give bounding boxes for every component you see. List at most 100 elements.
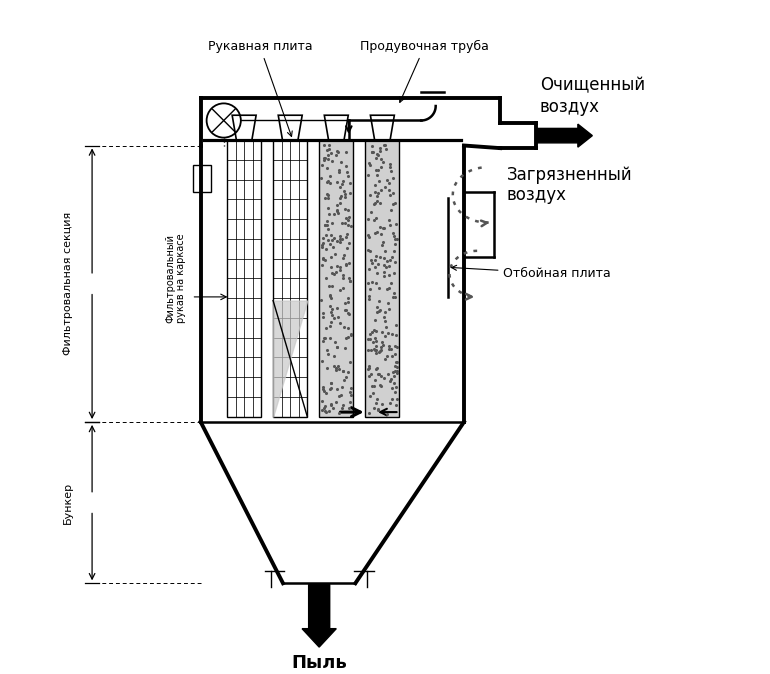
- Point: [342, 297, 354, 307]
- Point: [334, 317, 346, 328]
- Point: [316, 160, 328, 171]
- Point: [362, 344, 374, 355]
- Point: [369, 197, 381, 208]
- Point: [321, 220, 333, 231]
- Point: [333, 164, 346, 175]
- Point: [323, 290, 336, 301]
- Point: [330, 302, 343, 313]
- Point: [389, 361, 401, 371]
- Point: [380, 284, 393, 295]
- Point: [389, 386, 401, 397]
- Point: [364, 283, 377, 294]
- Point: [336, 270, 349, 281]
- Point: [377, 339, 390, 350]
- Point: [340, 332, 352, 343]
- Point: [333, 237, 346, 247]
- Point: [321, 348, 333, 359]
- Point: [334, 181, 346, 192]
- Point: [380, 181, 392, 192]
- Point: [320, 230, 332, 241]
- Point: [330, 236, 343, 247]
- Point: [388, 197, 400, 208]
- Point: [323, 235, 335, 245]
- Point: [333, 230, 346, 241]
- Point: [327, 269, 340, 280]
- Point: [340, 232, 353, 243]
- Point: [344, 221, 357, 232]
- Point: [367, 199, 380, 210]
- Point: [380, 351, 393, 362]
- Point: [342, 308, 354, 319]
- Point: [324, 293, 336, 303]
- Point: [370, 268, 383, 278]
- Point: [390, 330, 402, 340]
- Point: [330, 342, 343, 353]
- Point: [378, 372, 390, 383]
- Point: [369, 314, 381, 325]
- Point: [331, 341, 343, 352]
- Point: [370, 348, 382, 359]
- Point: [328, 208, 340, 219]
- Point: [334, 390, 346, 401]
- Point: [388, 268, 400, 278]
- Point: [380, 262, 392, 273]
- Point: [326, 403, 339, 414]
- Point: [320, 272, 333, 283]
- Point: [325, 377, 337, 388]
- Point: [370, 340, 382, 351]
- Point: [342, 293, 354, 303]
- Point: [320, 362, 333, 373]
- Point: [319, 220, 331, 231]
- Point: [323, 301, 336, 311]
- Text: Очищенный
воздух: Очищенный воздух: [540, 77, 644, 115]
- Point: [373, 347, 385, 358]
- Point: [328, 361, 340, 372]
- Point: [391, 342, 403, 353]
- Point: [377, 312, 390, 323]
- Point: [340, 147, 352, 158]
- Point: [363, 362, 375, 373]
- Point: [362, 278, 374, 288]
- Point: [363, 160, 376, 171]
- Point: [316, 395, 328, 406]
- Point: [323, 239, 336, 249]
- Point: [338, 189, 350, 200]
- Point: [345, 390, 357, 401]
- Point: [321, 144, 333, 155]
- Point: [377, 156, 389, 167]
- Point: [320, 255, 332, 266]
- Point: [390, 367, 403, 378]
- Point: [340, 212, 352, 223]
- Point: [374, 342, 387, 353]
- Text: Фильтровальная секция: Фильтровальная секция: [62, 212, 72, 355]
- Point: [365, 344, 377, 355]
- Point: [377, 237, 390, 247]
- Point: [387, 198, 399, 209]
- Point: [326, 280, 338, 291]
- Point: [378, 315, 390, 326]
- Point: [323, 140, 336, 150]
- Point: [318, 154, 330, 165]
- Point: [325, 148, 337, 158]
- Point: [316, 356, 329, 367]
- Point: [363, 293, 375, 304]
- Point: [390, 381, 403, 392]
- Point: [379, 306, 391, 317]
- FancyArrow shape: [302, 584, 336, 647]
- Point: [335, 156, 347, 167]
- Point: [338, 249, 350, 260]
- Point: [318, 386, 330, 397]
- Point: [333, 363, 346, 374]
- Point: [372, 164, 384, 175]
- Point: [380, 409, 393, 420]
- Point: [383, 328, 395, 338]
- Point: [324, 178, 336, 189]
- Point: [317, 233, 330, 243]
- Point: [316, 404, 328, 415]
- Point: [390, 399, 402, 410]
- Text: Пыль: Пыль: [291, 654, 347, 673]
- Point: [378, 252, 390, 263]
- Point: [383, 185, 396, 195]
- Point: [342, 331, 354, 342]
- Point: [332, 361, 344, 372]
